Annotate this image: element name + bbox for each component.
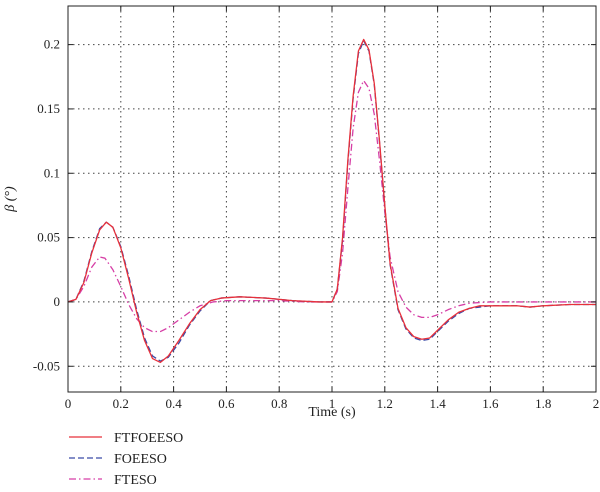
grid [68,6,596,392]
x-tick-label: 0.8 [271,396,287,411]
x-tick-label: 1.2 [377,396,393,411]
x-axis-label: Time (s) [308,405,356,420]
y-tick-label: -0.05 [33,358,60,373]
x-tick-label: 2 [593,396,600,411]
legend-label: FTFOEESO [114,431,183,446]
x-tick-label: 0.2 [113,396,129,411]
legend-label: FOEESO [114,452,167,467]
y-tick-label: 0.05 [37,230,60,245]
y-tick-label: 0.1 [44,165,60,180]
x-tick-label: 1 [329,396,336,411]
y-tick-label: 0.15 [37,101,60,116]
x-tick-label: 0.4 [165,396,182,411]
series-line-foeeso [67,40,596,362]
y-tick-label: 0.2 [44,37,60,52]
series-line-fteso [67,79,596,333]
y-tick-label: 0 [54,294,61,309]
series-lines [67,38,596,364]
axis-ticks: 0 0.2 0.4 0.6 0.8 1 1.2 1.4 1.6 1.8 2 -0.05 0 0.05 0.1… [33,6,599,411]
x-tick-label: 1.6 [482,396,499,411]
x-tick-label: 0.6 [218,396,235,411]
x-tick-label: 1.4 [429,396,446,411]
plot-frame [67,5,597,393]
x-tick-label: 1.8 [535,396,551,411]
series-line-ftfoeeso [67,38,596,364]
legend-label: FTESO [114,473,157,488]
x-tick-label: 0 [65,396,72,411]
legend: FTFOEESO FOEESO FTESO [69,431,183,488]
y-axis-label: β (°) [3,186,18,213]
